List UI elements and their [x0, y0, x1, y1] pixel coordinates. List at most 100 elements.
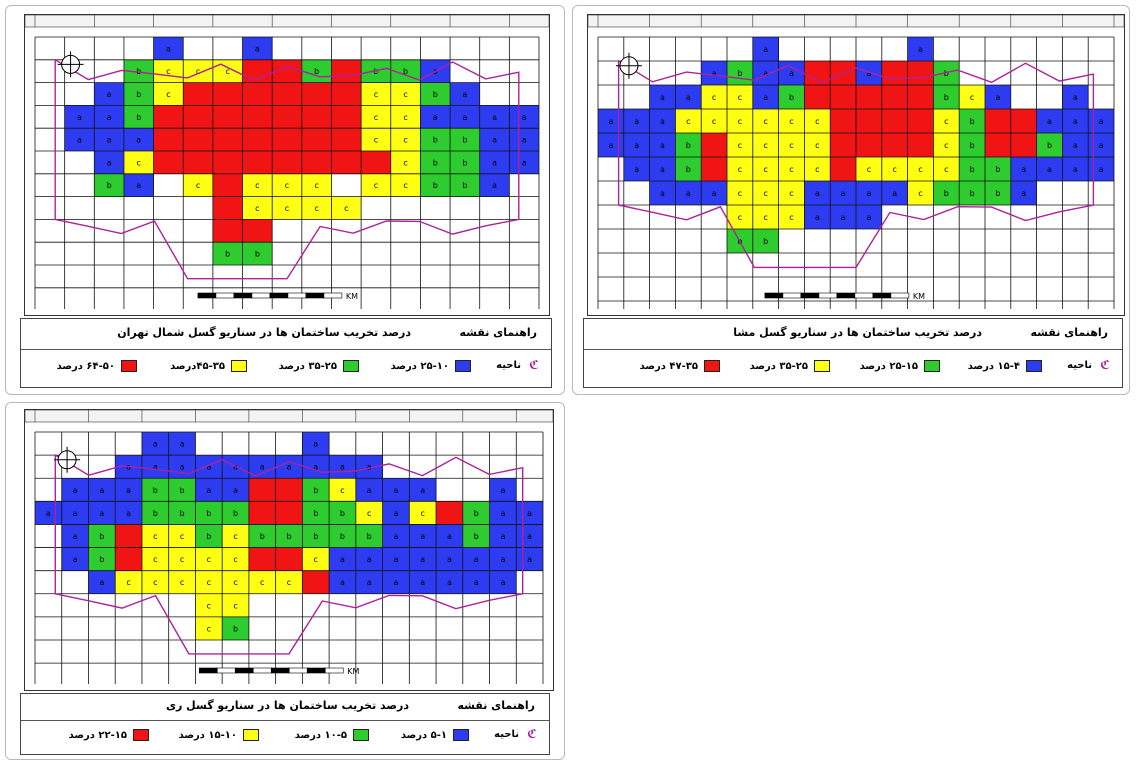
damage-cell — [153, 82, 184, 106]
cell-code: c — [166, 67, 170, 76]
cell-code: a — [153, 440, 158, 449]
cell-code: c — [763, 189, 767, 198]
damage-cell — [212, 82, 243, 106]
cell-code: b — [373, 67, 378, 76]
damage-cell — [752, 229, 779, 253]
damage-cell — [907, 85, 934, 109]
cell-code: c — [285, 181, 289, 190]
damage-cell — [88, 547, 116, 571]
cell-code: b — [153, 509, 158, 518]
map-title: درصد تخریب ساختمان ها در سناریو گسل شمال… — [117, 326, 411, 339]
damage-cell — [123, 151, 154, 174]
damage-cell — [382, 524, 410, 548]
cell-code: b — [462, 136, 467, 145]
damage-cell — [272, 196, 302, 220]
cell-code: b — [153, 486, 158, 495]
cell-code: a — [462, 113, 467, 122]
cell-code: a — [763, 45, 768, 54]
damage-cell — [1062, 157, 1089, 181]
cell-code: c — [403, 158, 407, 167]
cell-code: c — [196, 67, 200, 76]
damage-cell — [959, 109, 985, 133]
damage-cell — [390, 59, 421, 83]
cell-code: b — [206, 532, 211, 541]
cell-code: c — [367, 509, 371, 518]
scale-bar-segment — [215, 292, 235, 299]
damage-cell — [222, 547, 249, 571]
damage-cell — [355, 455, 383, 479]
damage-cell — [212, 59, 243, 83]
swatch-blue — [1026, 360, 1042, 372]
cell-code: b — [255, 250, 260, 259]
cell-code: b — [763, 237, 768, 246]
damage-cell — [382, 478, 410, 502]
damage-cell — [907, 133, 934, 157]
cell-code: c — [226, 67, 230, 76]
damage-cell — [88, 501, 116, 525]
damage-cell — [907, 61, 934, 85]
cell-code: a — [99, 509, 104, 518]
damage-cell — [331, 196, 362, 220]
cell-code: a — [1047, 165, 1052, 174]
damage-cell — [153, 128, 184, 151]
damage-cell — [933, 109, 960, 133]
damage-cell — [462, 570, 490, 594]
cell-code: a — [492, 181, 497, 190]
cell-code: a — [206, 486, 211, 495]
damage-cell — [985, 133, 1011, 157]
map-frame: a a a a a a a a a a a a a a a a b b a a b c a a a a a a a a b b b b b b c a c b… — [24, 409, 554, 691]
scale-unit: KM — [913, 292, 925, 301]
damage-cell — [195, 524, 223, 548]
cell-code: c — [815, 117, 819, 126]
damage-cell — [222, 524, 249, 548]
damage-cell — [88, 478, 116, 502]
damage-cell — [329, 501, 356, 525]
cell-code: b — [286, 532, 291, 541]
damage-cell — [242, 242, 273, 265]
damage-cell — [390, 105, 421, 129]
cell-code: a — [166, 44, 171, 53]
cell-code: b — [180, 509, 185, 518]
damage-cell — [479, 105, 510, 129]
damage-cell — [301, 196, 332, 220]
cell-code: c — [738, 93, 742, 102]
cell-code: a — [815, 213, 820, 222]
legend-box: راهنمای نقشه درصد تخریب ساختمان ها در سن… — [583, 318, 1123, 388]
damage-cell — [248, 455, 276, 479]
damage-cell — [94, 173, 124, 197]
damage-cell — [222, 616, 249, 640]
damage-cell — [275, 478, 303, 502]
damage-cell — [649, 85, 676, 109]
damage-cell — [1062, 133, 1089, 157]
damage-cell — [649, 109, 676, 133]
damage-cell — [830, 133, 856, 157]
legend-class-4: ۴۷-۳۵ درصد — [640, 360, 720, 372]
damage-cell — [1036, 133, 1063, 157]
cell-code: a — [340, 578, 345, 587]
damage-cell — [804, 181, 831, 205]
swatch-red — [133, 729, 149, 741]
damage-cell — [195, 547, 223, 571]
damage-cell — [1062, 85, 1089, 109]
damage-cell — [301, 128, 332, 151]
cell-code: b — [340, 532, 345, 541]
damage-cell — [212, 196, 243, 220]
damage-cell — [856, 109, 882, 133]
damage-cell — [183, 128, 213, 151]
cell-code: a — [433, 113, 438, 122]
cell-code: a — [841, 213, 846, 222]
cell-code: a — [340, 463, 345, 472]
damage-cell — [1010, 133, 1037, 157]
damage-cell — [675, 109, 702, 133]
damage-cell — [329, 478, 356, 502]
damage-cell — [701, 85, 727, 109]
damage-cell — [355, 524, 383, 548]
damage-cell — [94, 82, 124, 106]
damage-cell — [959, 133, 985, 157]
cell-code: c — [196, 181, 200, 190]
cell-code: c — [403, 181, 407, 190]
damage-cell — [248, 547, 276, 571]
cell-code: c — [892, 165, 896, 174]
cell-code: a — [660, 141, 665, 150]
cell-code: b — [433, 158, 438, 167]
